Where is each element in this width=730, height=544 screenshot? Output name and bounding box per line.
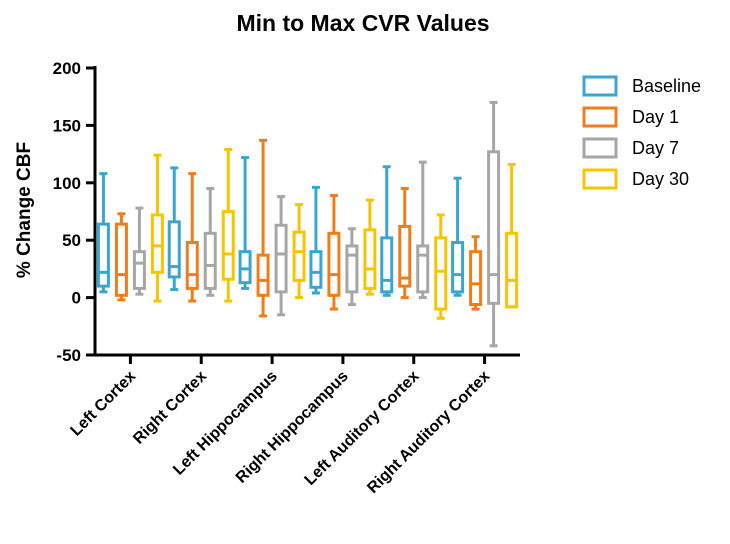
legend-swatch xyxy=(582,168,618,190)
legend: Baseline Day 1 Day 7 Day 30 xyxy=(582,75,701,190)
box-iqr xyxy=(114,222,128,297)
box-plot xyxy=(185,172,199,303)
box-plot xyxy=(238,156,252,290)
box-iqr xyxy=(469,250,483,306)
box-iqr xyxy=(274,223,288,294)
y-tick-label: 200 xyxy=(53,59,81,78)
box-plot xyxy=(345,227,359,306)
box-plot xyxy=(292,203,306,300)
y-ticks: -50 0 50 100 150 200 xyxy=(53,59,95,365)
box-plot xyxy=(150,153,164,303)
x-category-label: Right Auditory Cortex xyxy=(364,368,493,497)
box-iqr xyxy=(416,244,430,294)
box-plot xyxy=(451,176,465,297)
box-plot xyxy=(132,206,146,296)
box-iqr xyxy=(292,230,306,282)
axes xyxy=(93,66,520,357)
box-iqr xyxy=(221,210,235,281)
box-iqr xyxy=(451,240,465,294)
y-tick-label: -50 xyxy=(56,346,81,365)
box-iqr xyxy=(203,231,217,290)
box-plot xyxy=(114,212,128,302)
box-plot xyxy=(398,187,412,300)
legend-entry: Day 7 xyxy=(632,138,679,158)
x-category-label: Right Cortex xyxy=(130,368,210,448)
box-iqr xyxy=(256,253,270,297)
box-plot xyxy=(416,160,430,300)
box-iqr xyxy=(380,236,394,294)
box-iqr xyxy=(487,150,501,305)
box-plot xyxy=(327,193,341,311)
box-plot xyxy=(380,165,394,297)
box-iqr xyxy=(185,240,199,290)
y-tick-label: 150 xyxy=(53,116,81,135)
box-plot xyxy=(434,213,448,320)
box-iqr xyxy=(132,250,146,290)
box-plot xyxy=(505,162,519,309)
x-category-label: Left Auditory Cortex xyxy=(302,368,423,489)
legend-entry: Day 1 xyxy=(632,107,679,127)
y-axis-label: % Change CBF xyxy=(14,142,35,278)
y-tick-label: 50 xyxy=(62,231,81,250)
box-iqr xyxy=(505,231,519,309)
box-plot xyxy=(96,172,110,294)
y-tick-label: 100 xyxy=(53,174,81,193)
box-plot xyxy=(487,100,501,348)
chart-title: Min to Max CVR Values xyxy=(236,10,489,36)
box-plots xyxy=(96,100,519,348)
box-plot xyxy=(256,138,270,318)
box-plot xyxy=(221,148,235,303)
legend-entry: Day 30 xyxy=(632,169,689,189)
box-iqr xyxy=(398,224,412,288)
legend-entry: Baseline xyxy=(632,76,701,96)
box-iqr xyxy=(327,231,341,297)
box-iqr xyxy=(309,250,323,289)
box-plot xyxy=(167,166,181,292)
box-iqr xyxy=(96,222,110,288)
box-plot xyxy=(274,195,288,317)
legend-swatch xyxy=(582,75,618,97)
x-category-label: Left Cortex xyxy=(68,368,140,440)
box-iqr xyxy=(363,228,377,290)
legend-swatch xyxy=(582,106,618,128)
box-iqr xyxy=(434,236,448,311)
box-iqr xyxy=(150,213,164,274)
box-iqr xyxy=(345,244,359,294)
box-iqr xyxy=(238,250,252,285)
box-plot xyxy=(363,198,377,296)
box-plot xyxy=(469,235,483,311)
box-plot xyxy=(309,185,323,295)
legend-swatch xyxy=(582,137,618,159)
box-plot xyxy=(203,187,217,297)
y-tick-label: 0 xyxy=(72,289,81,308)
box-iqr xyxy=(167,220,181,279)
